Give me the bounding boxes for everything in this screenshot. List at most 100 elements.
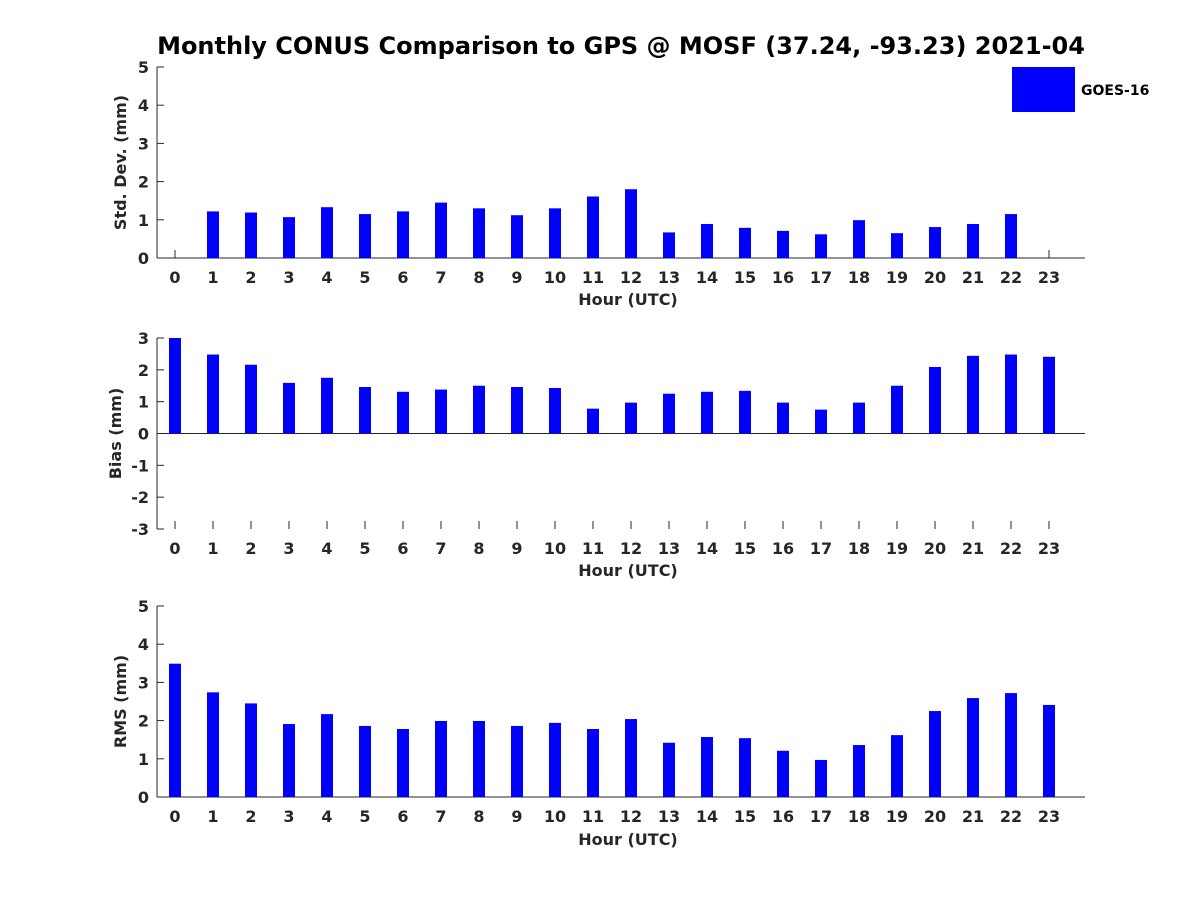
bias-bar bbox=[929, 366, 941, 434]
bias-x-axis-label: Hour (UTC) bbox=[578, 561, 678, 580]
bias-bar bbox=[1005, 354, 1017, 434]
bias-y-tick-label: 2 bbox=[138, 361, 149, 380]
rms-x-tick-label: 7 bbox=[435, 807, 446, 826]
rms-x-tick-label: 11 bbox=[582, 807, 604, 826]
rms-x-tick-label: 21 bbox=[962, 807, 984, 826]
bias-bar bbox=[853, 402, 865, 434]
bias-x-tick-label: 4 bbox=[321, 539, 332, 558]
std-dev-x-tick-label: 14 bbox=[696, 268, 718, 287]
bias-y-tick-label: -3 bbox=[131, 520, 149, 539]
bias-x-tick-label: 20 bbox=[924, 539, 946, 558]
std-dev-bar bbox=[625, 189, 637, 258]
std-dev-bar bbox=[245, 212, 257, 258]
std-dev-x-tick-label: 19 bbox=[886, 268, 908, 287]
std-dev-x-tick-label: 18 bbox=[848, 268, 870, 287]
bias-bar bbox=[1043, 356, 1055, 434]
std-dev-y-tick-label: 3 bbox=[138, 134, 149, 153]
bias-x-tick-label: 7 bbox=[435, 539, 446, 558]
std-dev-bar bbox=[815, 234, 827, 258]
bias-x-tick-label: 22 bbox=[1000, 539, 1022, 558]
rms-y-tick-label: 5 bbox=[138, 597, 149, 616]
bias-x-tick-label: 16 bbox=[772, 539, 794, 558]
rms-bar bbox=[397, 729, 409, 797]
bias-bar bbox=[397, 391, 409, 434]
rms-x-tick-label: 3 bbox=[283, 807, 294, 826]
rms-bar bbox=[891, 735, 903, 797]
rms-bar bbox=[815, 759, 827, 797]
rms-y-tick-label: 4 bbox=[138, 635, 149, 654]
rms-bar bbox=[777, 750, 789, 797]
bias-x-tick-label: 17 bbox=[810, 539, 832, 558]
bias-bar bbox=[777, 402, 789, 434]
std-dev-bar bbox=[853, 220, 865, 258]
rms-bar bbox=[511, 725, 523, 797]
bias-bar bbox=[625, 402, 637, 434]
rms-bar bbox=[929, 711, 941, 797]
std-dev-y-tick-label: 5 bbox=[138, 58, 149, 77]
rms-bar bbox=[245, 703, 257, 797]
bias-bar bbox=[245, 364, 257, 434]
std-dev-bar bbox=[549, 208, 561, 258]
std-dev-x-tick-label: 10 bbox=[544, 268, 566, 287]
rms-x-tick-label: 22 bbox=[1000, 807, 1022, 826]
std-dev-x-tick-label: 22 bbox=[1000, 268, 1022, 287]
rms-x-tick-label: 18 bbox=[848, 807, 870, 826]
bias-bar bbox=[549, 387, 561, 434]
std-dev-x-tick-label: 23 bbox=[1038, 268, 1060, 287]
std-dev-bar bbox=[967, 224, 979, 258]
std-dev-y-tick-label: 4 bbox=[138, 96, 149, 115]
legend-swatch bbox=[1012, 67, 1075, 112]
std-dev-bar bbox=[397, 211, 409, 258]
rms-bar bbox=[739, 738, 751, 797]
rms-bar bbox=[625, 719, 637, 797]
std-dev-x-tick-label: 4 bbox=[321, 268, 332, 287]
bias-x-tick-label: 15 bbox=[734, 539, 756, 558]
rms-x-tick-label: 15 bbox=[734, 807, 756, 826]
bias-bar bbox=[435, 389, 447, 434]
bias-x-tick-label: 9 bbox=[511, 539, 522, 558]
std-dev-bar bbox=[739, 227, 751, 258]
std-dev-x-tick-label: 13 bbox=[658, 268, 680, 287]
bias-x-tick-label: 21 bbox=[962, 539, 984, 558]
rms-bar bbox=[1043, 704, 1055, 797]
std-dev-bar bbox=[207, 211, 219, 258]
bias-bar bbox=[739, 390, 751, 434]
rms-bar bbox=[169, 663, 181, 797]
std-dev-bar bbox=[891, 233, 903, 258]
rms-bar bbox=[473, 720, 485, 797]
rms-y-axis-label: RMS (mm) bbox=[111, 655, 130, 748]
std-dev-bar bbox=[511, 215, 523, 258]
rms-x-tick-label: 20 bbox=[924, 807, 946, 826]
bias-bar bbox=[891, 385, 903, 434]
std-dev-bar bbox=[473, 208, 485, 258]
std-dev-x-tick-label: 20 bbox=[924, 268, 946, 287]
rms-bar bbox=[853, 745, 865, 797]
std-dev-x-tick-label: 0 bbox=[169, 268, 180, 287]
std-dev-x-tick-label: 5 bbox=[359, 268, 370, 287]
rms-x-tick-label: 4 bbox=[321, 807, 332, 826]
std-dev-bar bbox=[663, 232, 675, 258]
std-dev-x-tick-label: 9 bbox=[511, 268, 522, 287]
std-dev-x-tick-label: 16 bbox=[772, 268, 794, 287]
rms-bar bbox=[1005, 693, 1017, 797]
bias-x-tick-label: 3 bbox=[283, 539, 294, 558]
bias-bar bbox=[321, 377, 333, 434]
bias-x-tick-label: 5 bbox=[359, 539, 370, 558]
bias-y-tick-label: 3 bbox=[138, 329, 149, 348]
std-dev-x-tick-label: 1 bbox=[207, 268, 218, 287]
bias-y-tick-label: -2 bbox=[131, 488, 149, 507]
rms-x-tick-label: 12 bbox=[620, 807, 642, 826]
legend-label: GOES-16 bbox=[1081, 83, 1149, 99]
bias-x-tick-label: 2 bbox=[245, 539, 256, 558]
rms-x-tick-label: 23 bbox=[1038, 807, 1060, 826]
rms-bar bbox=[359, 725, 371, 797]
bias-bar bbox=[359, 387, 371, 434]
rms-x-tick-label: 17 bbox=[810, 807, 832, 826]
rms-bar bbox=[663, 742, 675, 797]
rms-bar bbox=[321, 714, 333, 797]
rms-bar bbox=[207, 692, 219, 797]
bias-bar bbox=[701, 391, 713, 434]
bias-bar bbox=[663, 393, 675, 434]
rms-bar bbox=[701, 737, 713, 797]
bias-x-tick-label: 11 bbox=[582, 539, 604, 558]
